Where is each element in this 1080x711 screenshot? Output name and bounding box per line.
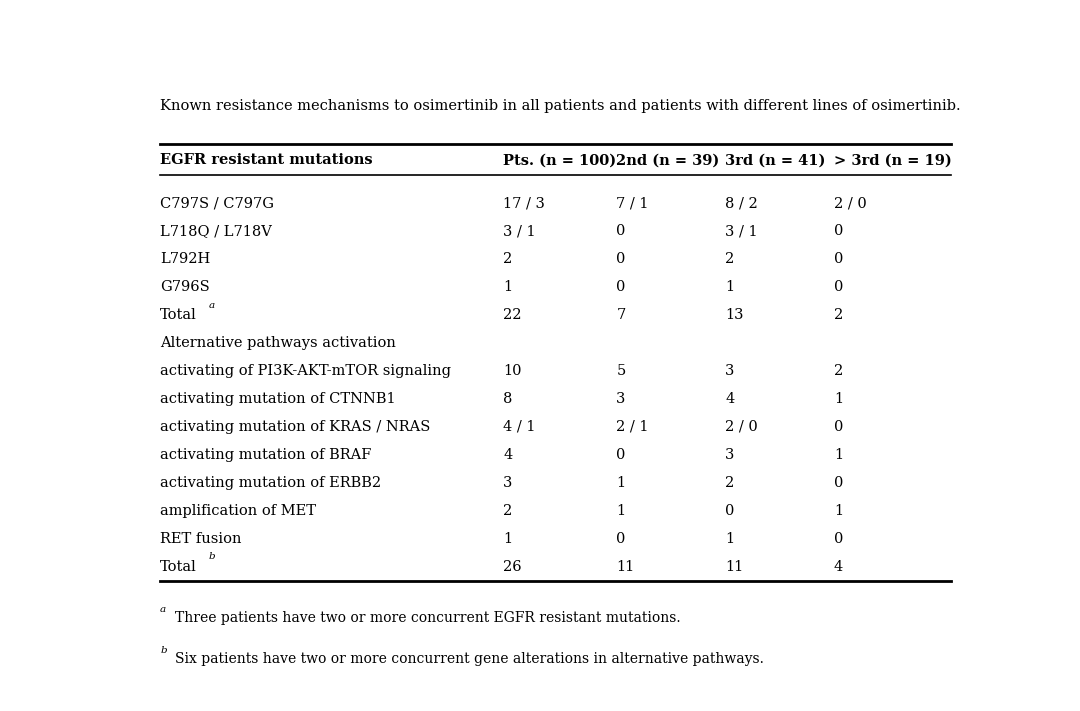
Text: 1: 1 [834,448,843,462]
Text: 1: 1 [834,392,843,406]
Text: 0: 0 [617,532,625,545]
Text: 0: 0 [834,476,843,490]
Text: 11: 11 [725,560,743,574]
Text: Pts. (n = 100): Pts. (n = 100) [503,154,617,167]
Text: activating mutation of CTNNB1: activating mutation of CTNNB1 [160,392,395,406]
Text: 0: 0 [834,420,843,434]
Text: 0: 0 [834,280,843,294]
Text: activating of PI3K-AKT-mTOR signaling: activating of PI3K-AKT-mTOR signaling [160,364,451,378]
Text: 1: 1 [725,280,734,294]
Text: 0: 0 [725,503,734,518]
Text: 5: 5 [617,364,625,378]
Text: L792H: L792H [160,252,211,267]
Text: 2nd (n = 39): 2nd (n = 39) [617,154,719,167]
Text: 1: 1 [503,532,512,545]
Text: 3: 3 [503,476,513,490]
Text: 2: 2 [725,252,734,267]
Text: 1: 1 [617,503,625,518]
Text: activating mutation of KRAS / NRAS: activating mutation of KRAS / NRAS [160,420,431,434]
Text: 2 / 0: 2 / 0 [834,196,866,210]
Text: 4 / 1: 4 / 1 [503,420,536,434]
Text: C797S / C797G: C797S / C797G [160,196,274,210]
Text: G796S: G796S [160,280,210,294]
Text: 0: 0 [834,252,843,267]
Text: 0: 0 [617,252,625,267]
Text: 2: 2 [834,309,843,322]
Text: activating mutation of BRAF: activating mutation of BRAF [160,448,372,462]
Text: 0: 0 [834,225,843,238]
Text: 0: 0 [834,532,843,545]
Text: 1: 1 [834,503,843,518]
Text: 4: 4 [503,448,513,462]
Text: 4: 4 [834,560,843,574]
Text: Alternative pathways activation: Alternative pathways activation [160,336,396,351]
Text: 2 / 0: 2 / 0 [725,420,758,434]
Text: 1: 1 [725,532,734,545]
Text: 3: 3 [617,392,625,406]
Text: 3rd (n = 41): 3rd (n = 41) [725,154,825,167]
Text: 3 / 1: 3 / 1 [503,225,536,238]
Text: 8: 8 [503,392,513,406]
Text: 2: 2 [834,364,843,378]
Text: a: a [208,301,215,310]
Text: L718Q / L718V: L718Q / L718V [160,225,272,238]
Text: 17 / 3: 17 / 3 [503,196,545,210]
Text: 2: 2 [725,476,734,490]
Text: 2 / 1: 2 / 1 [617,420,649,434]
Text: 4: 4 [725,392,734,406]
Text: b: b [208,552,215,561]
Text: 3 / 1: 3 / 1 [725,225,758,238]
Text: 0: 0 [617,448,625,462]
Text: Three patients have two or more concurrent EGFR resistant mutations.: Three patients have two or more concurre… [175,611,680,625]
Text: 0: 0 [617,280,625,294]
Text: amplification of MET: amplification of MET [160,503,316,518]
Text: 22: 22 [503,309,522,322]
Text: Six patients have two or more concurrent gene alterations in alternative pathway: Six patients have two or more concurrent… [175,652,764,666]
Text: Total: Total [160,309,197,322]
Text: 11: 11 [617,560,635,574]
Text: activating mutation of ERBB2: activating mutation of ERBB2 [160,476,381,490]
Text: 3: 3 [725,364,734,378]
Text: 1: 1 [503,280,512,294]
Text: Total: Total [160,560,197,574]
Text: RET fusion: RET fusion [160,532,242,545]
Text: 3: 3 [725,448,734,462]
Text: 8 / 2: 8 / 2 [725,196,758,210]
Text: 2: 2 [503,252,513,267]
Text: 7 / 1: 7 / 1 [617,196,649,210]
Text: b: b [160,646,166,655]
Text: 26: 26 [503,560,522,574]
Text: > 3rd (n = 19): > 3rd (n = 19) [834,154,951,167]
Text: 7: 7 [617,309,625,322]
Text: 13: 13 [725,309,744,322]
Text: a: a [160,604,166,614]
Text: 0: 0 [617,225,625,238]
Text: 1: 1 [617,476,625,490]
Text: EGFR resistant mutations: EGFR resistant mutations [160,154,373,167]
Text: Known resistance mechanisms to osimertinib in all patients and patients with dif: Known resistance mechanisms to osimertin… [160,99,961,113]
Text: 10: 10 [503,364,522,378]
Text: 2: 2 [503,503,513,518]
